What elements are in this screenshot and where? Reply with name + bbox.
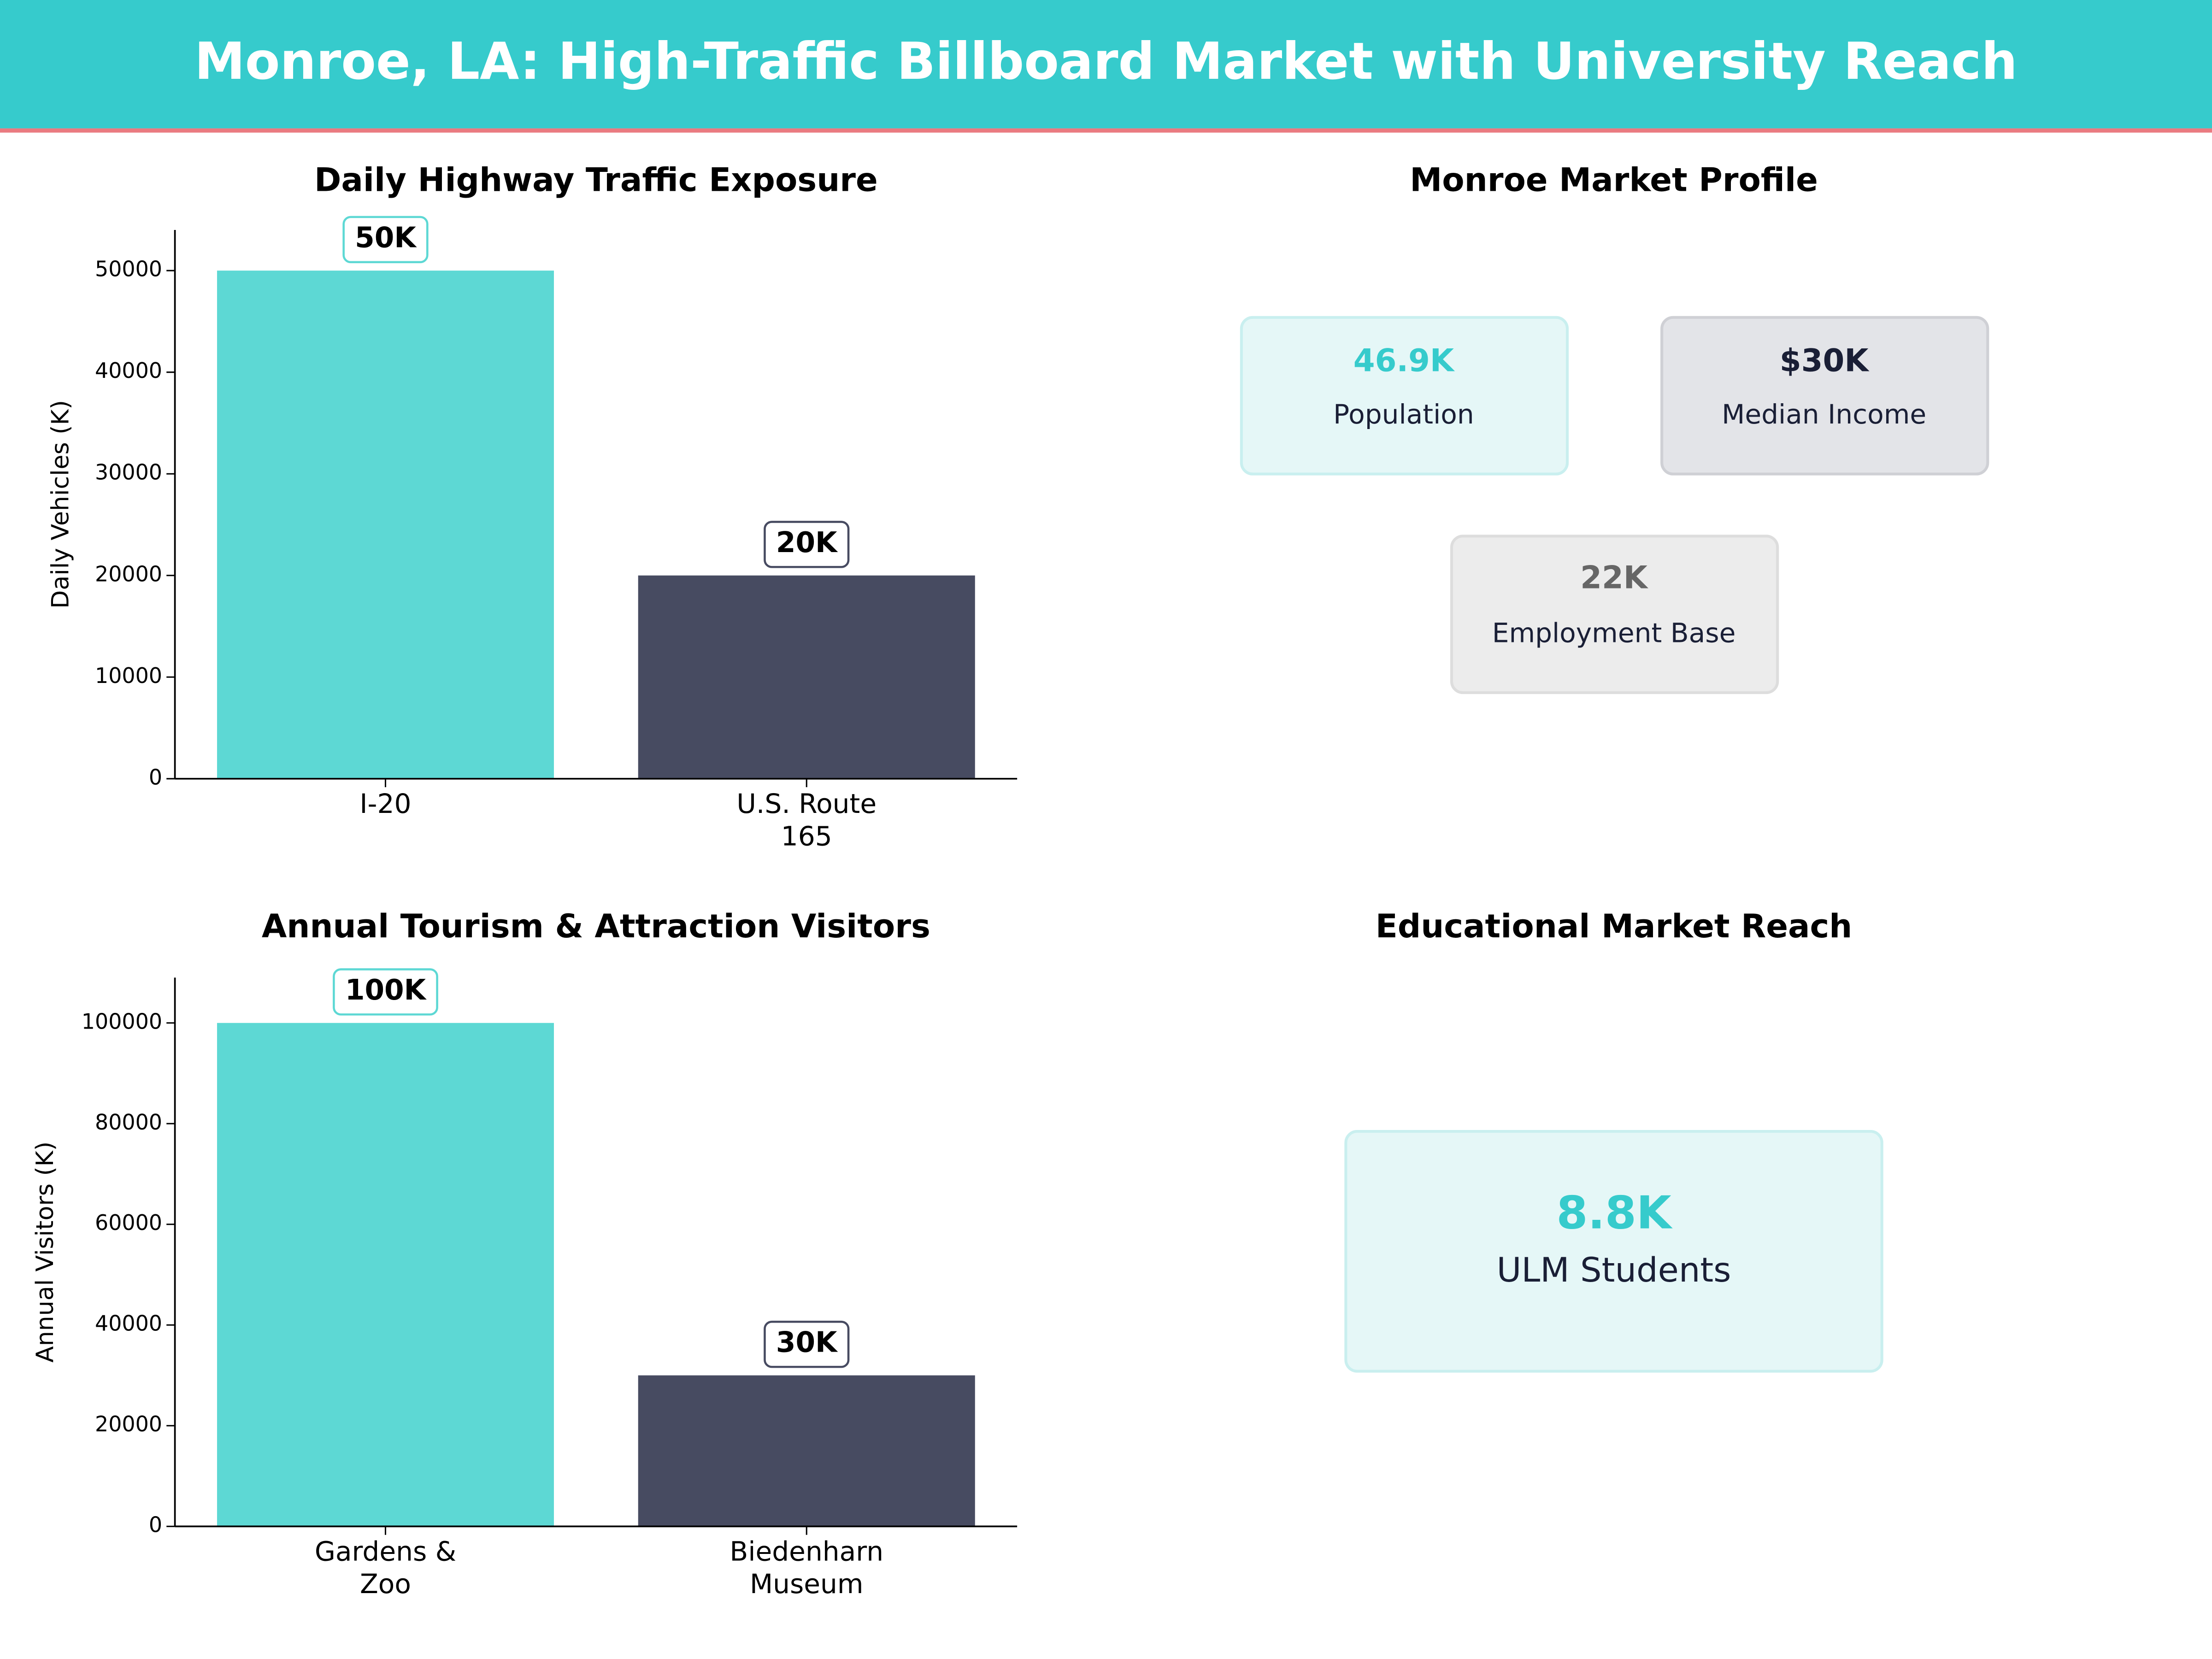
- panel-title: Monroe Market Profile: [1410, 161, 1818, 199]
- kpi-card: [1344, 1130, 1883, 1373]
- value-label: 50K: [355, 221, 417, 254]
- y-tick-label: 0: [149, 1512, 162, 1537]
- kpi-label: Median Income: [1722, 399, 1926, 430]
- kpi-value: 46.9K: [1353, 342, 1455, 378]
- page-title: Monroe, LA: High-Traffic Billboard Marke…: [194, 32, 2018, 91]
- kpi-card: [1660, 316, 1989, 476]
- value-label-box: [764, 521, 850, 568]
- kpi-card: [1450, 535, 1779, 694]
- x-tick-label: U.S. Route 165: [736, 788, 877, 852]
- bar: [638, 1375, 975, 1527]
- kpi-value: 22K: [1580, 559, 1649, 596]
- kpi-card: [1240, 316, 1569, 476]
- y-tick-label: 50000: [95, 257, 162, 282]
- y-tick-label: 10000: [95, 663, 162, 688]
- header-rule: [0, 128, 2212, 133]
- x-tick-label: I-20: [359, 788, 411, 819]
- x-tick-label: Biedenharn Museum: [729, 1536, 883, 1600]
- bar: [217, 271, 554, 779]
- chart-title: Daily Highway Traffic Exposure: [314, 161, 878, 199]
- value-label: 100K: [345, 974, 427, 1006]
- kpi-value: 8.8K: [1556, 1187, 1672, 1240]
- kpi-value: $30K: [1780, 342, 1870, 378]
- y-axis-label: Daily Vehicles (K): [47, 400, 75, 609]
- y-tick-label: 40000: [95, 1311, 162, 1336]
- value-label: 20K: [776, 526, 838, 559]
- y-tick-label: 100000: [82, 1009, 162, 1034]
- value-label: 30K: [776, 1326, 838, 1359]
- y-tick-label: 60000: [95, 1210, 162, 1235]
- y-tick-label: 30000: [95, 460, 162, 485]
- kpi-label: Employment Base: [1492, 618, 1736, 649]
- panel-title: Educational Market Reach: [1376, 907, 1853, 945]
- value-label-box: [764, 1320, 850, 1368]
- value-label-box: [342, 216, 429, 264]
- bar: [638, 575, 975, 779]
- bar: [217, 1023, 554, 1527]
- y-tick-label: 20000: [95, 561, 162, 586]
- kpi-label: ULM Students: [1497, 1251, 1731, 1290]
- chart-title: Annual Tourism & Attraction Visitors: [262, 907, 930, 945]
- value-label-box: [333, 968, 438, 1016]
- kpi-label: Population: [1333, 399, 1474, 430]
- y-axis-label: Annual Visitors (K): [31, 1141, 59, 1363]
- y-tick-label: 80000: [95, 1110, 162, 1135]
- y-tick-label: 0: [149, 765, 162, 789]
- x-tick-label: Gardens & Zoo: [315, 1536, 456, 1600]
- y-tick-label: 20000: [95, 1412, 162, 1436]
- y-tick-label: 40000: [95, 358, 162, 383]
- header-bar: [0, 0, 2212, 129]
